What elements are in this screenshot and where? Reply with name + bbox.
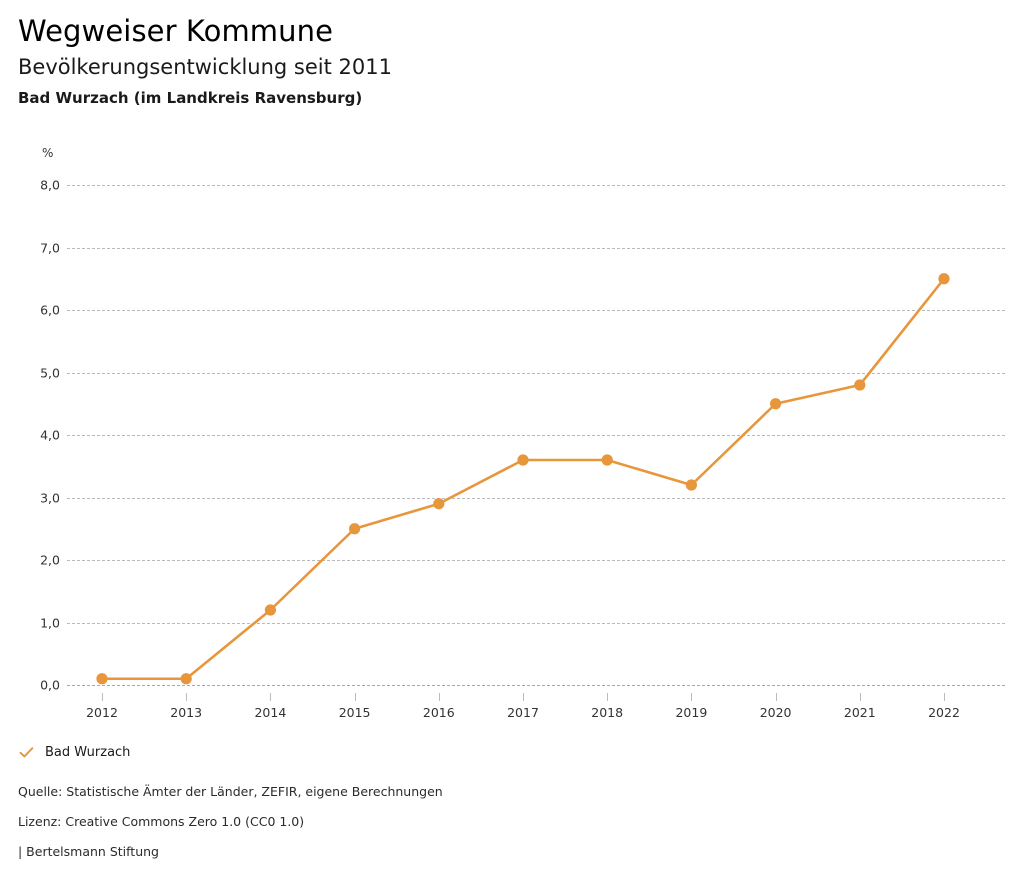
x-axis-tick	[775, 693, 777, 701]
series-line	[100, 277, 946, 681]
gridline	[67, 497, 1005, 499]
check-icon	[19, 747, 34, 758]
x-axis-tick-label: 2017	[507, 705, 539, 720]
gridline	[67, 185, 1005, 186]
data-point[interactable]	[433, 498, 445, 510]
y-axis-tick-label: 0,0	[40, 677, 60, 693]
x-axis-tick-label: 2012	[86, 705, 118, 720]
source-note: Quelle: Statistische Ämter der Länder, Z…	[18, 784, 443, 799]
publisher-note: | Bertelsmann Stiftung	[18, 844, 159, 859]
data-point[interactable]	[938, 273, 950, 285]
data-point[interactable]	[770, 398, 782, 410]
y-axis-tick-label: 1,0	[40, 615, 60, 630]
chart-region-label: Bad Wurzach (im Landkreis Ravensburg)	[18, 89, 363, 107]
data-point[interactable]	[685, 479, 698, 491]
x-axis-tick-label: 2014	[254, 705, 287, 720]
x-axis-tick	[102, 693, 103, 701]
x-axis-tick-label: 2015	[338, 705, 371, 720]
gridline	[67, 685, 1005, 686]
gridline	[67, 372, 1005, 374]
y-axis-tick-label: 2,0	[40, 552, 60, 568]
y-axis-tick-label: 7,0	[40, 240, 60, 255]
data-point[interactable]	[264, 604, 276, 616]
x-axis-tick	[354, 693, 356, 701]
x-axis-tick	[691, 693, 693, 701]
chart-footer: Quelle: Statistische Ämter der Länder, Z…	[18, 784, 978, 860]
y-axis-tick-label: 4,0	[40, 427, 60, 443]
page-title: Wegweiser Kommune	[18, 14, 334, 48]
x-axis-tick-label: 2013	[170, 705, 203, 720]
x-axis-tick-label: 2016	[422, 705, 455, 720]
x-axis-tick	[270, 693, 272, 701]
x-axis-tick-label: 2022	[928, 705, 960, 720]
gridline	[67, 310, 1005, 311]
chart-subtitle: Bevölkerungsentwicklung seit 2011	[18, 55, 392, 79]
x-axis-tick	[859, 693, 861, 701]
x-axis-tick	[523, 693, 524, 701]
legend-item-label: Bad Wurzach	[45, 745, 131, 760]
series-plot	[96, 273, 950, 685]
data-point[interactable]	[96, 673, 108, 685]
data-point[interactable]	[180, 673, 192, 685]
x-axis-tick	[944, 693, 945, 701]
y-axis-tick-label: 8,0	[40, 177, 60, 193]
gridline	[67, 560, 1005, 561]
x-axis-tick-label: 2020	[759, 705, 792, 720]
y-axis-unit-label: %	[42, 146, 54, 160]
data-point[interactable]	[517, 454, 529, 466]
license-note: Lizenz: Creative Commons Zero 1.0 (CC0 1…	[18, 814, 305, 829]
line-chart: % 0,0 1,0 2,0 3,0 4,0 5,0 6,0 7,0 8,0 2012 2013 20…	[40, 146, 1005, 720]
x-axis-tick	[438, 693, 440, 701]
gridline	[67, 435, 1005, 436]
y-axis-tick-label: 6,0	[40, 302, 60, 318]
chart-legend[interactable]: Bad Wurzach	[18, 744, 130, 761]
x-axis-tick-label: 2019	[675, 705, 708, 720]
data-point[interactable]	[349, 523, 361, 535]
gridline	[67, 247, 1005, 249]
x-axis-tick-label: 2021	[843, 705, 876, 720]
x-axis-tick-label: 2018	[591, 705, 624, 720]
y-axis-tick-label: 5,0	[40, 365, 60, 380]
x-axis-tick	[186, 693, 188, 701]
y-axis-tick-label: 3,0	[40, 490, 60, 505]
chart-header: Wegweiser Kommune Bevölkerungsentwicklun…	[18, 14, 998, 108]
x-axis-tick	[607, 693, 609, 701]
data-point[interactable]	[854, 379, 866, 391]
data-point[interactable]	[601, 454, 613, 466]
gridline	[67, 622, 1005, 624]
